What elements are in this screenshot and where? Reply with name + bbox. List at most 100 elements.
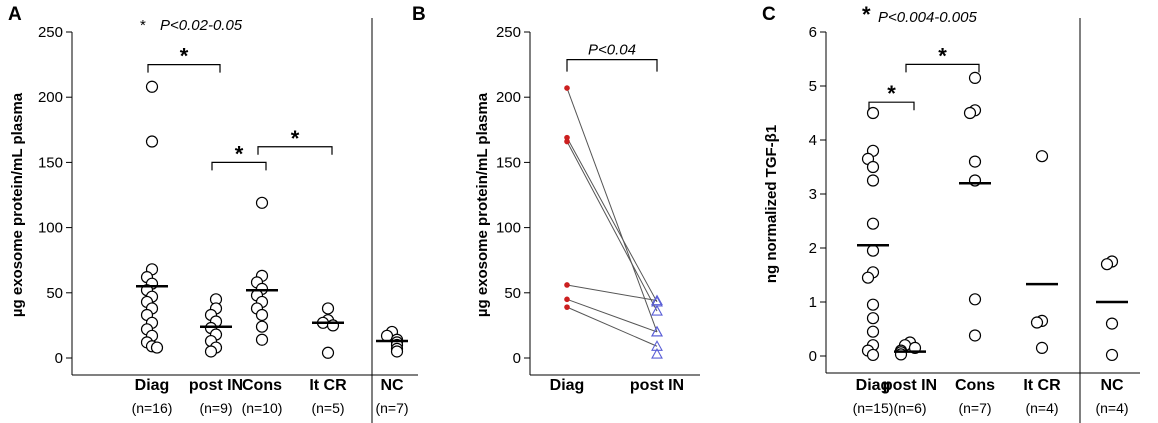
category-label: post IN xyxy=(189,377,243,394)
y-tick-label: 250 xyxy=(38,24,63,41)
y-tick-label: 2 xyxy=(809,240,817,257)
y-tick-label: 5 xyxy=(809,78,817,95)
y-tick-label: 50 xyxy=(46,285,63,302)
data-point xyxy=(1105,317,1119,330)
significance-bracket: * xyxy=(147,44,221,73)
bracket-star: * xyxy=(291,126,300,151)
panel-A: A 0 50 100 150 200 250 µg exosome protein/mL pl… xyxy=(8,4,418,423)
data-point xyxy=(968,329,982,342)
group-post-in: post IN (n=6) xyxy=(883,336,937,416)
data-point xyxy=(204,345,218,358)
category-label: post IN xyxy=(630,377,684,394)
group-cons: Cons (n=10) xyxy=(242,196,283,416)
sample-size-label: (n=5) xyxy=(311,400,344,416)
bracket-line xyxy=(147,63,221,73)
significance-bracket: * xyxy=(211,141,267,171)
paired-sample xyxy=(564,138,663,316)
significance-bracket: * xyxy=(868,81,915,111)
group-diag: Diag (n=16) xyxy=(132,80,173,416)
diag-point xyxy=(564,304,570,310)
pair-connector-line xyxy=(566,137,658,303)
data-point xyxy=(866,244,880,257)
data-point xyxy=(1100,258,1114,271)
y-tick-label: 4 xyxy=(809,132,817,149)
data-point xyxy=(1105,348,1119,362)
annotation-p-value: P<0.02-0.05 xyxy=(160,17,243,34)
category-label: Diag xyxy=(550,377,585,394)
y-axis-label: µg exosome protein/mL plasma xyxy=(9,92,26,317)
y-axis-label: µg exosome protein/mL plasma xyxy=(474,92,491,317)
pair-connector-line xyxy=(566,284,658,302)
data-point xyxy=(150,341,164,354)
paired-sample xyxy=(564,304,663,351)
post-in-point xyxy=(651,294,663,306)
category-label: Diag xyxy=(856,377,891,394)
data-point xyxy=(255,308,269,322)
data-point xyxy=(866,217,880,230)
category-label: post IN xyxy=(883,377,937,394)
y-tick-label: 100 xyxy=(38,220,63,237)
category-label: It CR xyxy=(1023,377,1061,394)
panel-letter: B xyxy=(412,4,426,25)
bracket-p-value: P<0.04 xyxy=(588,42,636,59)
bracket-star: * xyxy=(180,44,189,69)
sample-size-label: (n=10) xyxy=(242,400,283,416)
group-it-cr: It CR (n=4) xyxy=(1023,150,1061,416)
post-in-point xyxy=(651,325,663,337)
paired-sample xyxy=(564,85,663,337)
group-it-cr: It CR (n=5) xyxy=(309,302,347,416)
pair-connector-line xyxy=(566,141,658,312)
data-point xyxy=(968,71,982,85)
y-tick-label: 1 xyxy=(809,294,817,311)
panel-B: B 0 50 100 150 200 250 µg exosome protein/mL pl… xyxy=(412,4,700,394)
data-point xyxy=(145,135,159,148)
category-label: Diag xyxy=(135,377,170,394)
post-in-point xyxy=(651,304,663,316)
sample-size-label: (n=16) xyxy=(132,400,173,416)
bracket-star: * xyxy=(235,141,244,166)
annotation-p-value: P<0.004-0.005 xyxy=(878,9,977,26)
data-point xyxy=(390,345,404,358)
pair-connector-line xyxy=(566,306,658,347)
bracket-line xyxy=(905,63,980,73)
diag-point xyxy=(564,85,570,91)
y-tick-label: 150 xyxy=(38,154,63,171)
sample-size-label: (n=4) xyxy=(1025,400,1058,416)
significance-bracket: P<0.04 xyxy=(566,42,658,72)
y-tick-label: 200 xyxy=(496,89,521,106)
sample-size-label: (n=7) xyxy=(958,400,991,416)
bracket-line xyxy=(257,146,333,155)
y-axis-label: ng normalized TGF-β1 xyxy=(763,125,780,283)
bracket-line xyxy=(868,101,915,111)
data-point xyxy=(255,320,269,333)
y-tick-label: 6 xyxy=(809,24,817,41)
data-point xyxy=(866,298,880,311)
bracket-line xyxy=(211,161,267,171)
y-tick-label: 150 xyxy=(496,154,521,171)
bracket-star: * xyxy=(887,81,896,106)
panel-letter: C xyxy=(762,4,776,25)
data-point xyxy=(1035,150,1049,163)
y-tick-label: 0 xyxy=(809,348,817,365)
data-point xyxy=(968,155,982,168)
category-label: Cons xyxy=(242,377,282,394)
data-point xyxy=(380,329,394,342)
group-post-in: post IN (n=9) xyxy=(189,293,243,416)
diag-point xyxy=(564,138,570,145)
diag-point xyxy=(564,296,570,303)
data-point xyxy=(861,271,875,284)
data-point xyxy=(866,174,880,187)
sample-size-label: (n=15) xyxy=(853,400,894,416)
data-point xyxy=(866,312,880,325)
y-tick-label: 3 xyxy=(809,186,817,203)
category-label: NC xyxy=(1100,377,1124,394)
data-point xyxy=(866,325,880,338)
y-tick-label: 0 xyxy=(513,350,521,367)
sample-size-label: (n=7) xyxy=(375,400,408,416)
category-label: NC xyxy=(380,377,404,394)
paired-sample xyxy=(564,134,663,307)
group-cons: Cons (n=7) xyxy=(955,71,995,416)
data-point xyxy=(968,293,982,306)
